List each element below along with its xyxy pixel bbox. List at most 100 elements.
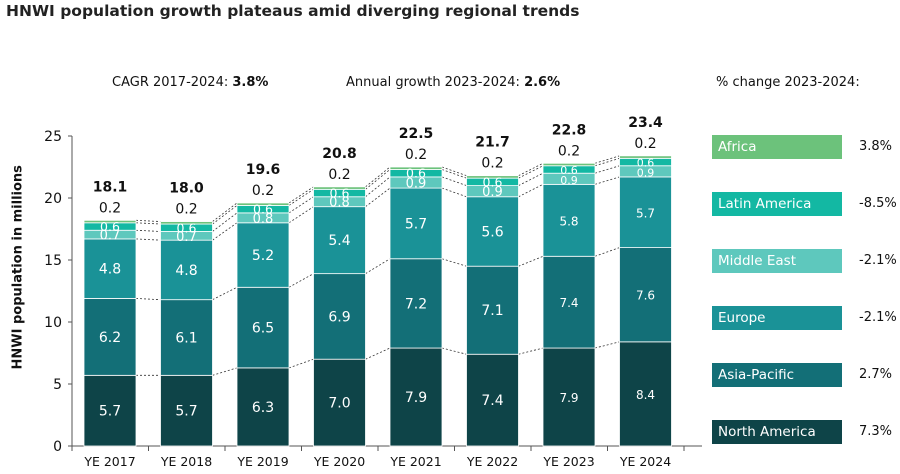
segment-connector: [518, 255, 544, 267]
segment-value-label: 5.8: [559, 214, 578, 228]
segment-connector: [594, 176, 620, 185]
segment-connector: [212, 286, 238, 301]
cagr-value: 3.8%: [232, 75, 269, 90]
segment-connector: [135, 222, 161, 225]
bar-segment-asia-pacific: [389, 258, 443, 349]
x-tick-label: YE 2019: [236, 454, 288, 469]
bar-segment-asia-pacific: [313, 273, 366, 360]
segment-value-label: 0.2: [405, 147, 427, 163]
y-tick-label: 25: [44, 129, 62, 145]
chart-title: HNWI population growth plateaus amid div…: [6, 2, 580, 20]
segment-connector: [594, 165, 620, 174]
bar-segment-europe: [389, 187, 443, 260]
bar-segment-north-america: [160, 374, 213, 447]
bar-segment-africa: [389, 166, 443, 170]
bar-segment-europe: [542, 183, 596, 257]
legend-change-value: -8.5%: [859, 196, 897, 211]
segment-value-label: 7.1: [481, 303, 503, 319]
annual-growth-value: 2.6%: [524, 75, 561, 90]
segment-value-label: 5.7: [405, 216, 427, 232]
segment-value-label: 7.0: [328, 396, 350, 412]
legend-item-africa: Africa: [712, 135, 842, 159]
bar-segment-asia-pacific: [466, 265, 519, 355]
segment-connector: [518, 165, 544, 179]
segment-value-label: 0.2: [634, 136, 656, 152]
segment-connector: [365, 347, 391, 360]
y-tick-label: 0: [53, 439, 62, 455]
segment-value-label: 7.6: [636, 289, 655, 303]
segment-value-label: 0.7: [100, 229, 121, 244]
bar-total-label: 23.4: [628, 115, 663, 131]
segment-connector: [441, 187, 467, 198]
segment-value-label: 0.6: [330, 186, 350, 201]
bar-total-label: 18.0: [169, 181, 204, 197]
segment-value-label: 5.7: [636, 206, 655, 220]
segment-connector: [212, 205, 238, 225]
segment-value-label: 0.6: [560, 164, 578, 177]
bar-segment-africa: [83, 219, 137, 224]
segment-connector: [518, 184, 544, 198]
segment-value-label: 0.6: [637, 157, 655, 170]
bar-segment-asia-pacific: [160, 299, 213, 376]
x-tick-label: YE 2021: [389, 454, 441, 469]
legend-item-europe: Europe: [712, 306, 842, 330]
segment-connector: [212, 202, 238, 222]
bar-segment-africa: [619, 155, 672, 159]
segment-connector: [212, 222, 238, 241]
bar-total-label: 19.6: [246, 162, 281, 178]
bar-total-label: 20.8: [322, 146, 357, 162]
bar-segment-europe: [313, 206, 366, 275]
segment-value-label: 5.4: [328, 233, 350, 249]
bar-segment-africa: [236, 202, 290, 206]
segment-connector: [212, 367, 238, 376]
segment-value-label: 0.6: [253, 202, 273, 217]
segment-value-label: 0.6: [406, 166, 426, 181]
segment-value-label: 0.2: [558, 143, 580, 159]
x-tick-label: YE 2022: [466, 454, 518, 469]
y-tick-label: 10: [44, 315, 62, 331]
segment-connector: [135, 238, 161, 241]
y-tick-label: 5: [53, 377, 62, 393]
bar-total-label: 22.5: [399, 126, 434, 142]
segment-connector: [135, 298, 161, 301]
legend-item-north-america: North America: [712, 420, 842, 444]
segment-connector: [518, 347, 544, 355]
segment-value-label: 5.7: [175, 404, 197, 420]
segment-connector: [594, 155, 620, 164]
segment-value-label: 0.9: [482, 185, 503, 200]
bar-segment-north-america: [619, 341, 672, 447]
bar-segment-north-america: [542, 347, 596, 447]
segment-value-label: 0.6: [177, 220, 197, 235]
segment-value-label: 0.9: [637, 166, 655, 179]
cagr-header: CAGR 2017-2024: 3.8%: [112, 75, 268, 90]
segment-value-label: 6.1: [175, 331, 197, 347]
bar-segment-europe: [466, 196, 519, 267]
bar-total-label: 18.1: [93, 179, 128, 195]
legend-item-asia-pacific: Asia-Pacific: [712, 363, 842, 387]
segment-value-label: 5.2: [252, 248, 274, 264]
bar-segment-europe: [160, 239, 213, 301]
segment-value-label: 7.4: [481, 393, 503, 409]
bar-segment-north-america: [83, 374, 137, 447]
segment-connector: [212, 212, 238, 232]
segment-value-label: 8.4: [636, 388, 655, 402]
segment-connector: [288, 358, 314, 369]
legend-change-value: -2.1%: [859, 310, 897, 325]
segment-value-label: 0.6: [100, 219, 120, 234]
segment-value-label: 6.5: [252, 321, 274, 337]
segment-value-label: 0.2: [252, 183, 274, 199]
segment-value-label: 0.2: [175, 202, 197, 218]
segment-value-label: 7.4: [559, 296, 578, 310]
segment-connector: [594, 341, 620, 349]
segment-value-label: 7.9: [559, 391, 578, 405]
segment-value-label: 6.3: [252, 400, 274, 416]
bar-segment-asia-pacific: [619, 247, 672, 343]
segment-connector: [288, 273, 314, 288]
bar-segment-north-america: [236, 367, 290, 447]
legend-item-latin-america: Latin America: [712, 192, 842, 216]
segment-connector: [288, 206, 314, 224]
y-tick-label: 15: [44, 253, 62, 269]
segment-connector: [594, 157, 620, 167]
bar-segment-north-america: [313, 358, 366, 447]
segment-value-label: 0.7: [176, 230, 197, 245]
